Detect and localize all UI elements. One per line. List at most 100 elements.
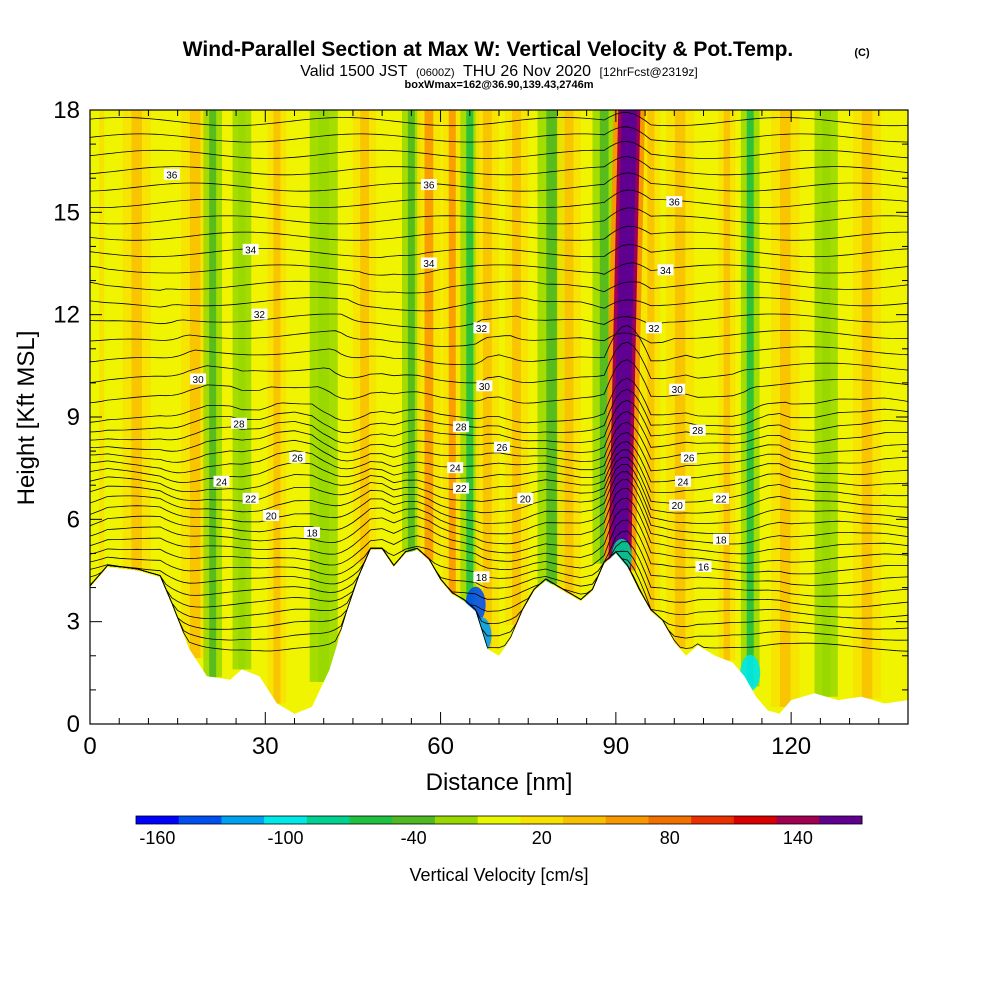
contour-label-bg (669, 499, 686, 511)
x-axis: 0 30 60 90 120 (83, 110, 909, 760)
velocity-band (557, 110, 581, 595)
contour-label-bg (493, 441, 510, 453)
contour-label: 36 (163, 168, 180, 181)
theta-contour-line (90, 225, 908, 241)
contour-label: 24 (447, 462, 464, 475)
theta-contour-line (90, 330, 908, 347)
colorbar-label: Vertical Velocity [cm/s] (409, 865, 588, 885)
subtitle-forecast: [12hrFcst@2319z] (600, 65, 698, 79)
chart-title: Wind-Parallel Section at Max W: Vertical… (183, 38, 794, 61)
contour-label-bg (657, 264, 674, 276)
subtitle: Valid 1500 JST (0600Z) THU 26 Nov 2020 [… (300, 63, 698, 80)
colorbar-swatch (605, 816, 649, 824)
contour-label: 20 (517, 492, 534, 505)
theta-contour-line (90, 341, 908, 384)
contour-label-bg (289, 451, 306, 463)
velocity-band-core (131, 110, 143, 571)
contour-label: 18 (713, 533, 730, 546)
contour-label-text: 32 (476, 324, 488, 335)
velocity-band (460, 110, 480, 607)
velocity-band-core (599, 110, 609, 564)
contour-label-bg (447, 462, 464, 474)
velocity-band (232, 110, 252, 670)
colorbar-tick-label: -100 (267, 828, 303, 848)
colorbar-swatch (264, 816, 308, 824)
theta-contour-line (90, 359, 908, 404)
contour-label-bg (713, 533, 730, 545)
velocity-band-core (723, 110, 731, 661)
contour-label: 28 (230, 417, 247, 430)
theta-contour-line (90, 156, 908, 176)
contour-label-text: 34 (660, 266, 672, 277)
theta-contour-line (90, 325, 908, 365)
colorbar-swatch (819, 816, 863, 824)
contour-label: 26 (680, 451, 697, 464)
velocity-band (666, 110, 695, 649)
colorbar-swatch (563, 816, 607, 824)
colorbar-tick-label: 20 (532, 828, 552, 848)
velocity-band (309, 110, 338, 682)
contour-label-text: 30 (193, 375, 205, 386)
theta-contour-line (90, 399, 908, 444)
colorbar-swatch (136, 816, 180, 824)
contour-label-text: 22 (715, 494, 727, 505)
x-tick-label: 60 (427, 733, 454, 760)
contour-label-bg (190, 373, 207, 385)
contour-label-text: 28 (455, 423, 467, 434)
velocity-band-core (318, 110, 329, 682)
colorbar-swatch (434, 816, 479, 824)
contour-label-text: 34 (423, 259, 435, 270)
contour-label: 32 (473, 322, 490, 335)
velocity-band-core (466, 110, 474, 607)
theta-contour-line (90, 280, 908, 294)
theta-contour-line (90, 244, 908, 258)
colorbar-swatch (733, 816, 778, 824)
velocity-band-core (448, 110, 456, 595)
colorbar-swatch (306, 816, 351, 824)
theta-contour-line (90, 126, 908, 143)
theta-contour-line (90, 377, 908, 424)
contour-label-text: 20 (266, 511, 278, 522)
velocity-band (442, 110, 462, 595)
velocity-band-core (482, 110, 492, 649)
contour-label-text: 20 (672, 501, 684, 512)
theta-contour-line (90, 432, 908, 474)
contour-label-text: 30 (672, 385, 684, 396)
y-tick-label: 0 (67, 711, 80, 738)
velocity-band (853, 110, 882, 699)
contour-label-bg (242, 492, 259, 504)
contour-label-text: 26 (292, 453, 304, 464)
contour-label: 24 (213, 475, 230, 488)
subtitle-valid: Valid 1500 JST (300, 63, 408, 80)
theta-contour-line (90, 530, 908, 586)
contour-label-bg (645, 322, 662, 334)
velocity-band-core (821, 110, 831, 697)
contour-label-text: 32 (648, 324, 660, 335)
y-tick-label: 12 (53, 302, 80, 329)
colorbar-swatch (392, 816, 436, 824)
contour-label: 36 (420, 179, 437, 192)
contour-label-bg (473, 322, 490, 334)
contour-label-bg (251, 308, 268, 320)
contour-label: 20 (263, 509, 280, 522)
theta-contour-line (90, 313, 908, 330)
theta-contour-line (90, 449, 908, 493)
velocity-band-core (564, 110, 574, 595)
velocity-band (94, 110, 109, 574)
theta-contour-line (90, 297, 908, 312)
contour-label: 34 (657, 264, 674, 277)
velocity-band (417, 110, 441, 561)
theta-contour-line (90, 497, 908, 555)
velocity-band-core (780, 110, 791, 707)
contour-label: 22 (242, 492, 259, 505)
x-tick-label: 120 (771, 733, 811, 760)
contour-label: 18 (473, 571, 490, 584)
colorbar: -160 -100 -40 20 80 140 (135, 815, 863, 848)
theta-contour-line (90, 189, 908, 209)
velocity-band (718, 110, 736, 661)
contour-label-bg (213, 475, 230, 487)
contour-label-bg (695, 561, 712, 573)
velocity-band-core (861, 110, 873, 699)
colorbar-swatch (520, 816, 564, 824)
y-tick-label: 15 (53, 199, 80, 226)
